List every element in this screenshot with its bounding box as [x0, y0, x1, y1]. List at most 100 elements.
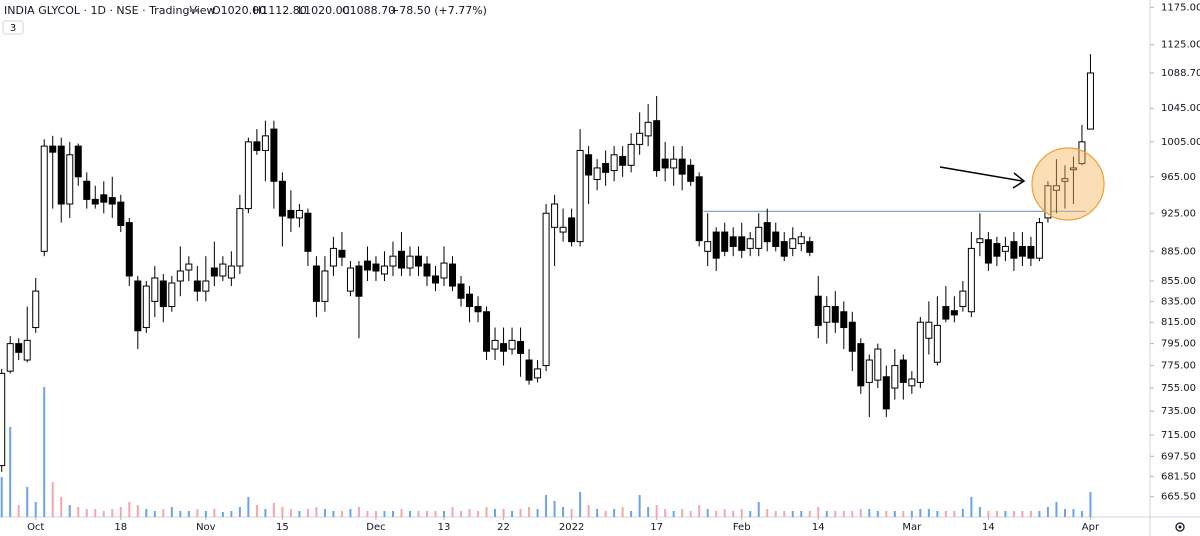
- x-tick-label: 14: [982, 522, 995, 533]
- volume-bar: [255, 505, 258, 517]
- candle-body: [610, 154, 618, 172]
- candle-body: [721, 231, 729, 252]
- volume-bar: [196, 509, 199, 517]
- volume-bar: [1029, 511, 1032, 517]
- volume-bar: [715, 511, 718, 517]
- candle-body: [976, 238, 984, 244]
- volume-bar: [562, 507, 565, 517]
- x-tick-label: Apr: [1082, 522, 1100, 533]
- candle-body: [534, 368, 542, 379]
- candle-body: [517, 340, 525, 354]
- x-tick-label: 17: [650, 522, 663, 533]
- volume-bar: [604, 511, 607, 517]
- candle-body: [321, 270, 329, 302]
- volume-bar: [60, 497, 63, 517]
- arrow-shaft: [939, 166, 1023, 182]
- candle-body: [100, 194, 108, 203]
- volume-bar: [349, 509, 352, 517]
- volume-bar: [638, 495, 641, 517]
- volume-bar: [102, 511, 105, 517]
- candle-body: [763, 222, 771, 243]
- volume-bar: [400, 509, 403, 517]
- y-tick-label: 885.00: [1161, 246, 1196, 257]
- volume-bar: [706, 509, 709, 517]
- candle-body: [440, 262, 448, 279]
- candle-body: [278, 180, 286, 217]
- candle-body: [74, 145, 82, 178]
- volume-bar: [723, 509, 726, 517]
- volume-bar: [587, 505, 590, 517]
- candle-body: [559, 226, 567, 233]
- volume-layer: [0, 387, 1092, 517]
- candle-body: [636, 132, 644, 145]
- candle-body: [585, 154, 593, 176]
- candle-body: [227, 265, 235, 279]
- volume-bar: [68, 505, 71, 517]
- y-tick-label: 775.00: [1161, 361, 1196, 372]
- candle-body: [287, 209, 295, 219]
- candle-body: [500, 343, 508, 352]
- candle-body: [891, 365, 899, 389]
- collapse-icon[interactable]: [190, 9, 198, 12]
- volume-bar: [1038, 511, 1041, 517]
- candle-body: [363, 260, 371, 271]
- candle-body: [1069, 167, 1077, 171]
- volume-bar: [477, 511, 480, 517]
- candle-body: [219, 263, 227, 277]
- candle-body: [874, 348, 882, 381]
- volume-bar: [374, 511, 377, 517]
- legend-open: O1020.00: [212, 4, 266, 17]
- gear: [1175, 522, 1185, 532]
- candle-body: [780, 241, 788, 257]
- candle-body: [712, 231, 720, 259]
- volume-bar: [502, 509, 505, 517]
- candle-body: [508, 339, 516, 350]
- volume-bar: [936, 511, 939, 517]
- volume-bar: [247, 497, 250, 517]
- candle-body: [1061, 178, 1069, 182]
- volume-bar: [1004, 511, 1007, 517]
- candle-body: [678, 158, 686, 175]
- candle-body: [814, 295, 822, 326]
- candle-body: [15, 343, 23, 353]
- volume-bar: [910, 511, 913, 517]
- volume-bar: [655, 505, 658, 517]
- volume-bar: [272, 503, 275, 517]
- candle-body: [823, 306, 831, 323]
- volume-bar: [927, 509, 930, 517]
- volume-bar: [757, 502, 760, 517]
- candle-body: [414, 255, 422, 267]
- y-tick-label: 1125.00: [1161, 40, 1200, 51]
- volume-bar: [630, 511, 633, 517]
- volume-bar: [791, 511, 794, 517]
- candle-body: [466, 293, 474, 308]
- settings-icon[interactable]: [1175, 522, 1185, 532]
- candle-body: [474, 306, 482, 313]
- volume-bar: [774, 511, 777, 517]
- volume-bar: [859, 509, 862, 517]
- candle-body: [244, 141, 252, 210]
- candle-body: [525, 359, 533, 381]
- y-tick-label: 1175.00: [1161, 2, 1200, 13]
- candle-body: [627, 143, 635, 166]
- volume-bar: [340, 511, 343, 517]
- volume-bar: [391, 511, 394, 517]
- chart-title: INDIA GLYCOL · 1D · NSE · TradingView: [4, 4, 216, 17]
- candle-body: [1035, 222, 1043, 259]
- y-tick-label: 965.00: [1161, 172, 1196, 183]
- candle-body: [329, 247, 337, 267]
- indicator-badge[interactable]: [2, 20, 24, 35]
- volume-bar: [366, 511, 369, 517]
- volume-bar: [987, 511, 990, 517]
- candle-body: [49, 145, 57, 153]
- volume-bar: [43, 387, 46, 517]
- volume-bar: [187, 511, 190, 517]
- volume-bar: [451, 507, 454, 517]
- volume-bar: [579, 492, 582, 517]
- y-tick-label: 697.50: [1161, 451, 1196, 462]
- volume-bar: [681, 509, 684, 517]
- x-tick-label: Feb: [733, 522, 751, 533]
- legend-low: L1020.00: [298, 4, 350, 17]
- volume-bar: [842, 511, 845, 517]
